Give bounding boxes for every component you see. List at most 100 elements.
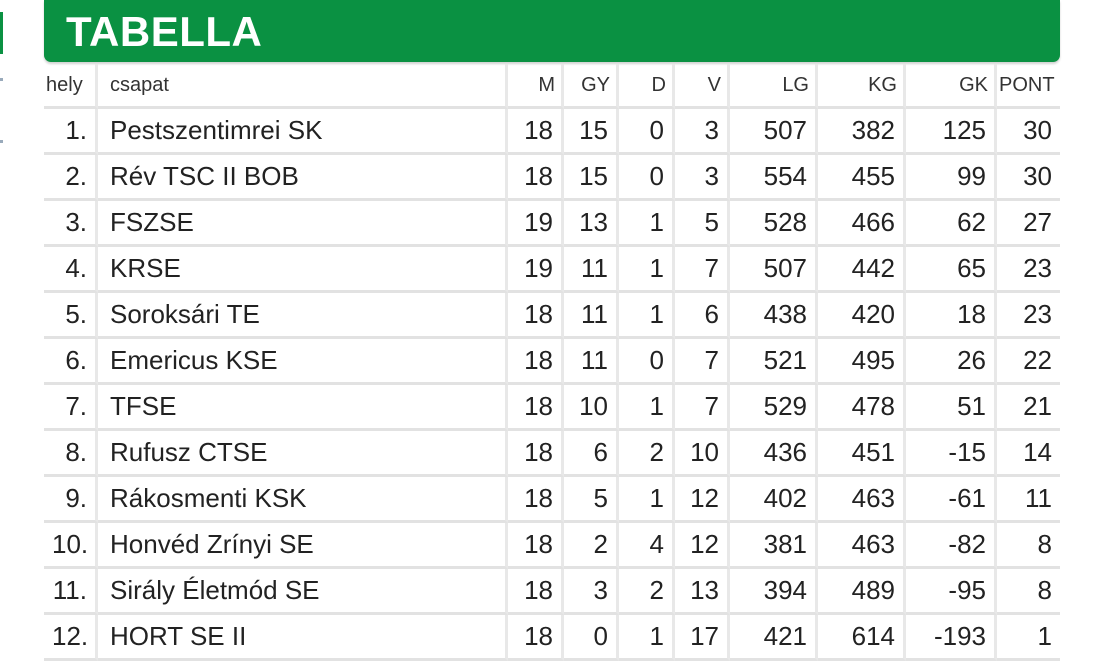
row-goals-for: 421 — [730, 615, 818, 661]
row-rank: 5. — [44, 293, 98, 339]
row-points: 8 — [997, 523, 1060, 569]
row-team-name: Rufusz CTSE — [98, 431, 508, 477]
table-row[interactable]: 4. KRSE 19 11 1 7 507 442 65 23 — [44, 247, 1060, 293]
page-title: TABELLA — [66, 8, 263, 55]
row-goals-for: 521 — [730, 339, 818, 385]
row-wins: 11 — [564, 293, 619, 339]
row-draws: 1 — [619, 293, 675, 339]
row-goals-against: 478 — [818, 385, 906, 431]
row-losses: 10 — [675, 431, 730, 477]
row-draws: 2 — [619, 431, 675, 477]
col-header-team[interactable]: csapat — [98, 64, 508, 109]
table-row[interactable]: 10. Honvéd Zrínyi SE 18 2 4 12 381 463 -82 8 — [44, 523, 1060, 569]
table-row[interactable]: 2. Rév TSC II BOB 18 15 0 3 554 455 99 30 — [44, 155, 1060, 201]
row-points: 23 — [997, 247, 1060, 293]
row-team-name: KRSE — [98, 247, 508, 293]
table-row[interactable]: 3. FSZSE 19 13 1 5 528 466 62 27 — [44, 201, 1060, 247]
row-losses: 7 — [675, 247, 730, 293]
row-losses: 12 — [675, 523, 730, 569]
row-goals-for: 394 — [730, 569, 818, 615]
row-goals-for: 507 — [730, 247, 818, 293]
col-header-points[interactable]: PONT — [997, 64, 1060, 109]
row-wins: 13 — [564, 201, 619, 247]
row-goals-for: 381 — [730, 523, 818, 569]
row-points: 30 — [997, 109, 1060, 155]
table-row[interactable]: 11. Sirály Életmód SE 18 3 2 13 394 489 -95 8 — [44, 569, 1060, 615]
row-goals-against: 466 — [818, 201, 906, 247]
row-goals-against: 382 — [818, 109, 906, 155]
row-matches: 18 — [508, 615, 564, 661]
row-goals-against: 463 — [818, 477, 906, 523]
row-goals-for: 529 — [730, 385, 818, 431]
row-matches: 19 — [508, 201, 564, 247]
table-row[interactable]: 7. TFSE 18 10 1 7 529 478 51 21 — [44, 385, 1060, 431]
row-draws: 1 — [619, 615, 675, 661]
row-rank: 6. — [44, 339, 98, 385]
row-matches: 18 — [508, 109, 564, 155]
row-rank: 12. — [44, 615, 98, 661]
row-team-name: TFSE — [98, 385, 508, 431]
row-matches: 19 — [508, 247, 564, 293]
row-draws: 4 — [619, 523, 675, 569]
row-goals-against: 614 — [818, 615, 906, 661]
col-header-matches[interactable]: M — [508, 64, 564, 109]
edge-accent-mark — [0, 12, 3, 54]
col-header-goals-for[interactable]: LG — [730, 64, 818, 109]
row-goal-diff: 26 — [906, 339, 997, 385]
table-row[interactable]: 9. Rákosmenti KSK 18 5 1 12 402 463 -61 11 — [44, 477, 1060, 523]
row-goals-against: 451 — [818, 431, 906, 477]
col-header-draws[interactable]: D — [619, 64, 675, 109]
row-wins: 6 — [564, 431, 619, 477]
row-losses: 5 — [675, 201, 730, 247]
row-goal-diff: 65 — [906, 247, 997, 293]
row-rank: 10. — [44, 523, 98, 569]
col-header-losses[interactable]: V — [675, 64, 730, 109]
row-rank: 4. — [44, 247, 98, 293]
table-row[interactable]: 8. Rufusz CTSE 18 6 2 10 436 451 -15 14 — [44, 431, 1060, 477]
row-points: 8 — [997, 569, 1060, 615]
col-header-goal-diff[interactable]: GK — [906, 64, 997, 109]
row-wins: 15 — [564, 155, 619, 201]
row-points: 22 — [997, 339, 1060, 385]
table-row[interactable]: 6. Emericus KSE 18 11 0 7 521 495 26 22 — [44, 339, 1060, 385]
row-matches: 18 — [508, 569, 564, 615]
row-team-name: HORT SE II — [98, 615, 508, 661]
col-header-rank[interactable]: hely — [44, 64, 98, 109]
row-goal-diff: 18 — [906, 293, 997, 339]
row-wins: 15 — [564, 109, 619, 155]
row-draws: 0 — [619, 109, 675, 155]
title-bar: TABELLA — [44, 0, 1060, 62]
edge-dot — [0, 140, 3, 143]
table-row[interactable]: 5. Soroksári TE 18 11 1 6 438 420 18 23 — [44, 293, 1060, 339]
row-goals-for: 528 — [730, 201, 818, 247]
row-draws: 1 — [619, 477, 675, 523]
row-goal-diff: 99 — [906, 155, 997, 201]
row-points: 23 — [997, 293, 1060, 339]
col-header-goals-against[interactable]: KG — [818, 64, 906, 109]
row-rank: 3. — [44, 201, 98, 247]
row-draws: 0 — [619, 339, 675, 385]
row-goals-against: 489 — [818, 569, 906, 615]
row-draws: 1 — [619, 385, 675, 431]
row-matches: 18 — [508, 523, 564, 569]
row-draws: 1 — [619, 201, 675, 247]
row-wins: 0 — [564, 615, 619, 661]
row-losses: 3 — [675, 109, 730, 155]
row-wins: 5 — [564, 477, 619, 523]
row-team-name: FSZSE — [98, 201, 508, 247]
row-points: 14 — [997, 431, 1060, 477]
col-header-wins[interactable]: GY — [564, 64, 619, 109]
row-losses: 3 — [675, 155, 730, 201]
standings-table: hely csapat M GY D V LG KG GK PONT 1. Pes… — [44, 64, 1060, 661]
row-draws: 1 — [619, 247, 675, 293]
table-row[interactable]: 12. HORT SE II 18 0 1 17 421 614 -193 1 — [44, 615, 1060, 661]
row-goals-for: 554 — [730, 155, 818, 201]
row-team-name: Honvéd Zrínyi SE — [98, 523, 508, 569]
row-points: 1 — [997, 615, 1060, 661]
row-rank: 9. — [44, 477, 98, 523]
table-row[interactable]: 1. Pestszentimrei SK 18 15 0 3 507 382 125 30 — [44, 109, 1060, 155]
row-wins: 2 — [564, 523, 619, 569]
row-goals-for: 438 — [730, 293, 818, 339]
row-team-name: Rákosmenti KSK — [98, 477, 508, 523]
row-rank: 11. — [44, 569, 98, 615]
